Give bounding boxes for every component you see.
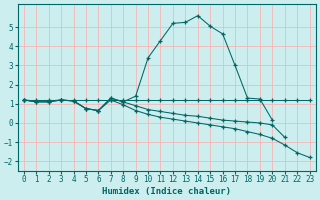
X-axis label: Humidex (Indice chaleur): Humidex (Indice chaleur)	[102, 187, 231, 196]
